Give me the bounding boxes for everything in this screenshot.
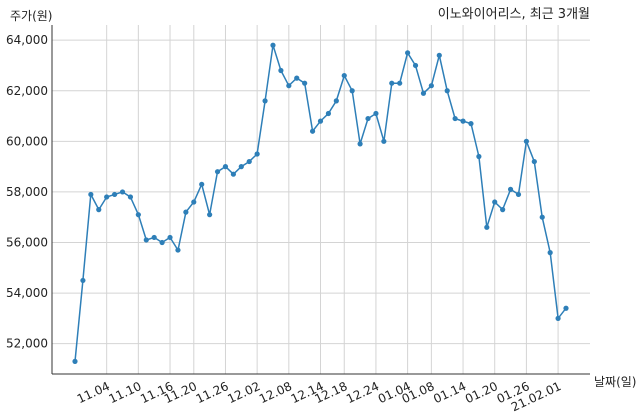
data-point <box>412 62 419 69</box>
data-point <box>460 118 466 124</box>
data-point <box>286 83 292 89</box>
y-tick-label: 60,000 <box>6 134 48 148</box>
data-point <box>230 171 236 177</box>
data-point <box>88 191 94 198</box>
data-point <box>539 214 545 220</box>
data-point <box>309 128 316 134</box>
data-point <box>523 138 530 144</box>
y-tick-label: 52,000 <box>6 337 48 351</box>
data-point <box>500 207 506 213</box>
data-point <box>262 98 268 104</box>
data-point <box>302 80 308 86</box>
data-point <box>555 315 561 321</box>
data-point <box>207 212 213 218</box>
data-point <box>80 277 86 284</box>
data-point <box>325 110 332 117</box>
data-point <box>175 247 181 253</box>
data-point <box>222 164 229 170</box>
data-point <box>135 212 141 218</box>
data-point <box>183 209 189 215</box>
chart-title: 이노와이어리스, 최근 3개월 <box>438 7 590 22</box>
data-point <box>104 194 110 200</box>
data-point <box>507 186 514 192</box>
data-point <box>563 305 569 311</box>
data-point <box>143 237 149 243</box>
data-point <box>111 191 118 198</box>
data-point <box>381 138 387 144</box>
y-tick-label: 58,000 <box>6 185 48 199</box>
data-point <box>278 67 284 74</box>
data-point <box>270 42 276 48</box>
axes <box>51 25 590 375</box>
data-point <box>357 141 363 147</box>
data-point <box>484 224 490 230</box>
data-point <box>405 50 411 56</box>
data-point <box>452 115 458 122</box>
data-point <box>492 199 498 205</box>
data-point <box>397 80 403 86</box>
data-point <box>436 52 442 58</box>
price-series <box>72 42 569 364</box>
data-point <box>317 118 324 124</box>
data-point <box>428 83 434 89</box>
data-point <box>365 115 371 122</box>
data-point <box>127 194 134 200</box>
data-point <box>72 358 78 364</box>
y-tick-label: 64,000 <box>6 33 48 47</box>
data-point <box>531 158 537 165</box>
data-point <box>444 88 450 94</box>
data-point <box>238 164 244 170</box>
data-point <box>254 151 260 157</box>
data-point <box>246 158 252 165</box>
data-point <box>468 121 474 127</box>
data-point <box>214 169 221 175</box>
data-point <box>167 234 173 241</box>
data-point <box>476 153 482 160</box>
data-point <box>119 189 126 195</box>
data-point <box>515 191 522 198</box>
grid-lines <box>52 25 590 374</box>
data-point <box>96 207 102 213</box>
y-tick-label: 56,000 <box>6 235 48 249</box>
y-tick-label: 62,000 <box>6 84 48 98</box>
data-point <box>349 88 355 94</box>
data-point <box>294 75 300 81</box>
data-point <box>191 199 197 205</box>
data-point <box>389 80 395 86</box>
data-point <box>420 90 427 96</box>
data-point <box>199 181 205 187</box>
data-point <box>341 72 347 79</box>
x-axis-label: 날짜(일) <box>594 375 636 389</box>
y-tick-label: 54,000 <box>6 286 48 300</box>
data-point <box>547 250 553 256</box>
data-point <box>151 234 157 241</box>
data-point <box>333 98 339 104</box>
y-axis-ticks: 52,000 54,000 56,000 58,000 60,000 62,000 64,0… <box>6 33 48 350</box>
data-point <box>373 110 379 117</box>
y-axis-label: 주가(원) <box>10 9 52 23</box>
data-point <box>159 239 165 246</box>
x-axis-ticks: 11.0411.1011.1611.2011.2612.0212.0812.14… <box>75 379 563 414</box>
